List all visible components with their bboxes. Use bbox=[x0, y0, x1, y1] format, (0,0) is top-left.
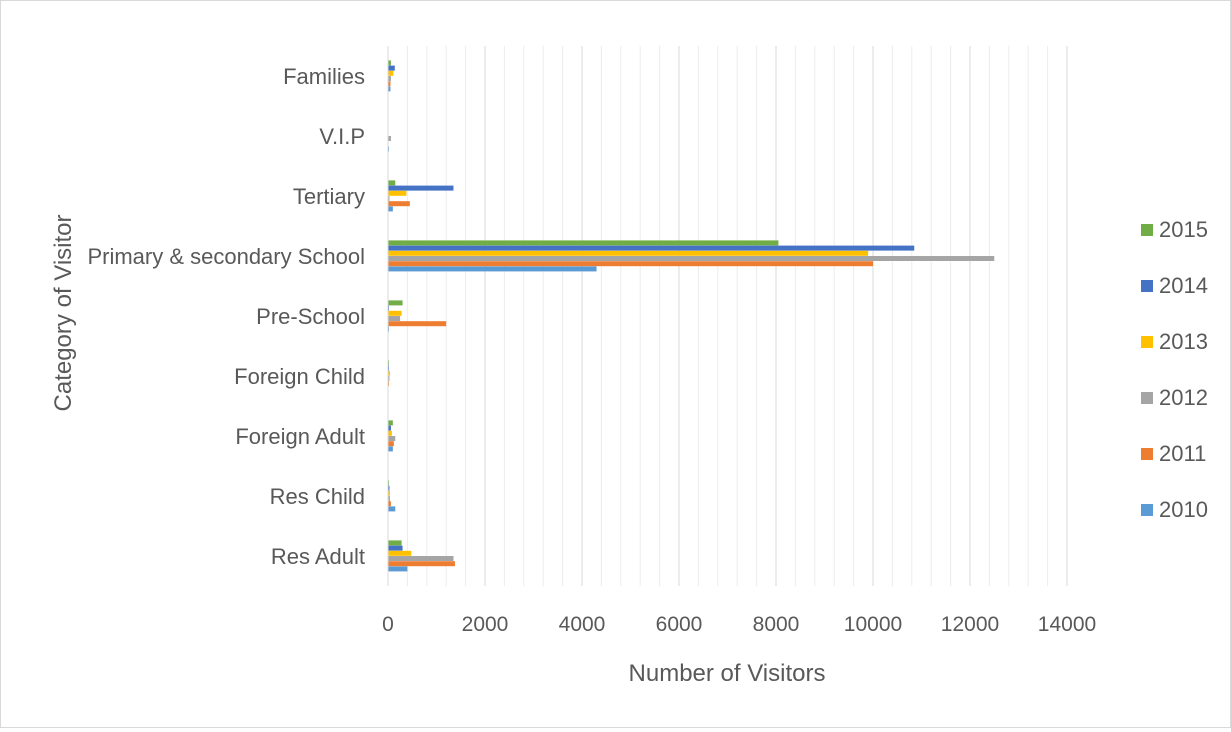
bar-2015 bbox=[388, 420, 393, 425]
legend-swatch-2015 bbox=[1141, 224, 1153, 236]
y-category-label: Pre-School bbox=[256, 304, 365, 329]
bar-2010 bbox=[388, 566, 407, 571]
bar-2014 bbox=[388, 66, 395, 71]
bar-2014 bbox=[388, 246, 914, 251]
bar-2010 bbox=[388, 446, 393, 451]
y-category-label: Res Adult bbox=[271, 544, 365, 569]
legend-label-2012: 2012 bbox=[1159, 385, 1208, 410]
y-axis-title: Category of Visitor bbox=[50, 215, 77, 412]
bar-2013 bbox=[388, 551, 411, 556]
bar-2014 bbox=[388, 546, 403, 551]
bar-2013 bbox=[388, 191, 406, 196]
legend: 2015 2014 2013 2012 2011 2010 bbox=[1141, 217, 1208, 522]
bar-2010 bbox=[388, 206, 393, 211]
y-category-label: Res Child bbox=[270, 484, 365, 509]
bars bbox=[388, 60, 994, 571]
bar-2013 bbox=[388, 431, 392, 436]
bar-2010 bbox=[388, 266, 597, 271]
x-tick-label: 6000 bbox=[656, 613, 703, 636]
legend-swatch-2014 bbox=[1141, 280, 1153, 292]
legend-label-2015: 2015 bbox=[1159, 217, 1208, 242]
bar-2015 bbox=[388, 180, 395, 185]
x-tick-label: 10000 bbox=[844, 613, 902, 636]
bar-2012 bbox=[388, 436, 395, 441]
x-tick-label: 8000 bbox=[753, 613, 800, 636]
legend-swatch-2012 bbox=[1141, 392, 1153, 404]
y-category-label: Foreign Adult bbox=[235, 424, 365, 449]
bar-2011 bbox=[388, 561, 455, 566]
x-tick-label: 0 bbox=[382, 613, 394, 636]
bar-2011 bbox=[388, 441, 394, 446]
legend-label-2014: 2014 bbox=[1159, 273, 1208, 298]
bar-2014 bbox=[388, 186, 453, 191]
bar-2011 bbox=[388, 201, 410, 206]
gridlines bbox=[407, 46, 1067, 586]
x-tick-label: 2000 bbox=[462, 613, 509, 636]
x-tick-label: 12000 bbox=[941, 613, 999, 636]
bar-2012 bbox=[388, 316, 400, 321]
legend-swatch-2010 bbox=[1141, 504, 1153, 516]
y-category-label: Tertiary bbox=[293, 184, 365, 209]
bar-2013 bbox=[388, 71, 393, 76]
legend-label-2013: 2013 bbox=[1159, 329, 1208, 354]
y-category-label: Families bbox=[283, 64, 365, 89]
legend-label-2011: 2011 bbox=[1159, 441, 1206, 466]
bar-2015 bbox=[388, 240, 778, 245]
bar-2015 bbox=[388, 300, 403, 305]
bar-2010 bbox=[388, 506, 395, 511]
bar-2012 bbox=[388, 256, 994, 261]
bar-2013 bbox=[388, 311, 402, 316]
bar-2012 bbox=[388, 556, 453, 561]
y-category-label: Primary & secondary School bbox=[87, 244, 365, 269]
legend-label-2010: 2010 bbox=[1159, 497, 1208, 522]
x-tick-label: 4000 bbox=[559, 613, 606, 636]
bar-2015 bbox=[388, 540, 402, 545]
bar-2013 bbox=[388, 251, 868, 256]
x-axis-title: Number of Visitors bbox=[629, 660, 826, 687]
bar-2011 bbox=[388, 261, 873, 266]
y-category-label: Foreign Child bbox=[234, 364, 365, 389]
x-tick-label: 14000 bbox=[1038, 613, 1096, 636]
bar-2011 bbox=[388, 321, 446, 326]
legend-swatch-2011 bbox=[1141, 448, 1153, 460]
y-category-label: V.I.P bbox=[319, 124, 365, 149]
labels: 0 2000 4000 6000 8000 10000 12000 14000 Res Adul… bbox=[87, 64, 1096, 636]
legend-swatch-2013 bbox=[1141, 336, 1153, 348]
